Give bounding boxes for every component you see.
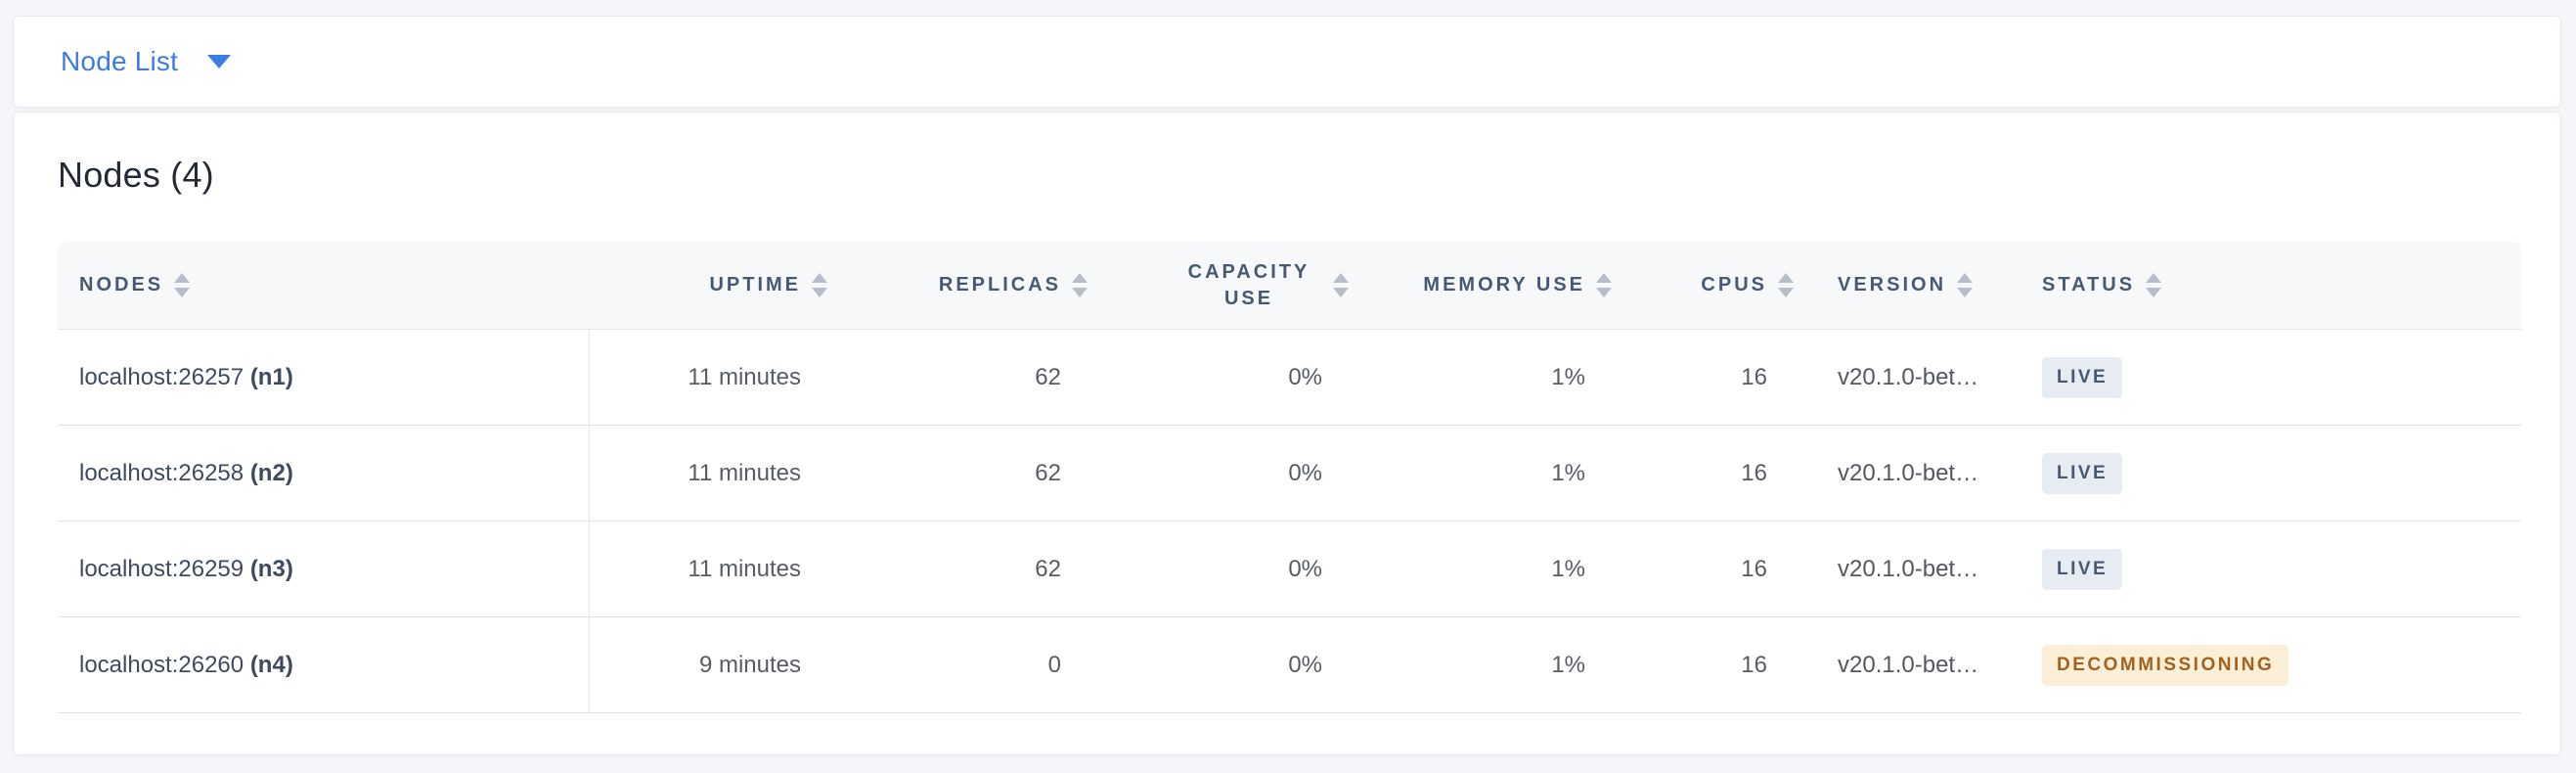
sort-icon[interactable]: [1595, 272, 1613, 298]
node-row[interactable]: localhost:26258 (n2) 11 minutes 62 0% 1%…: [58, 426, 2521, 522]
status-cell: LIVE: [2030, 426, 2521, 522]
view-select-label: Node List: [61, 46, 179, 76]
replicas-cell: 0: [840, 617, 1100, 713]
replicas-cell: 62: [840, 426, 1100, 522]
node-row[interactable]: localhost:26260 (n4) 9 minutes 0 0% 1% 1…: [58, 617, 2521, 713]
column-header-version[interactable]: VERSION: [1806, 242, 2030, 330]
column-label: REPLICAS: [938, 274, 1061, 296]
caret-down-icon: [207, 55, 232, 68]
node-address-cell: localhost:26258 (n2): [58, 426, 590, 522]
status-badge: DECOMMISSIONING: [2042, 644, 2289, 686]
table-header-row: NODES UPTIME REPLICAS: [58, 242, 2521, 330]
status-badge: LIVE: [2042, 356, 2123, 398]
cpus-cell: 16: [1624, 330, 1806, 426]
memory-use-cell: 1%: [1361, 617, 1624, 713]
capacity-use-cell: 0%: [1100, 426, 1361, 522]
nodes-panel: Nodes (4) NODES UPTIME: [13, 112, 2561, 755]
version-cell: v20.1.0-bet…: [1806, 426, 2030, 522]
column-header-nodes[interactable]: NODES: [58, 242, 590, 330]
uptime-cell: 9 minutes: [590, 617, 840, 713]
cpus-cell: 16: [1624, 426, 1806, 522]
version-cell: v20.1.0-bet…: [1806, 617, 2030, 713]
column-header-memory-use[interactable]: MEMORY USE: [1361, 242, 1624, 330]
replicas-cell: 62: [840, 330, 1100, 426]
sort-icon[interactable]: [1956, 272, 1974, 298]
nodes-table: NODES UPTIME REPLICAS: [58, 242, 2521, 713]
status-cell: DECOMMISSIONING: [2030, 617, 2521, 713]
column-header-cpus[interactable]: CPUS: [1624, 242, 1806, 330]
column-header-uptime[interactable]: UPTIME: [590, 242, 840, 330]
uptime-cell: 11 minutes: [590, 522, 840, 617]
column-label: CPUS: [1701, 274, 1767, 296]
node-id: (n2): [249, 459, 293, 486]
node-id: (n1): [249, 363, 293, 390]
uptime-cell: 11 minutes: [590, 330, 840, 426]
page-title: Nodes (4): [58, 155, 214, 195]
status-cell: LIVE: [2030, 522, 2521, 617]
capacity-use-cell: 0%: [1100, 330, 1361, 426]
memory-use-cell: 1%: [1361, 426, 1624, 522]
node-address: localhost:26258: [79, 459, 244, 486]
sort-icon[interactable]: [1332, 272, 1350, 298]
column-header-replicas[interactable]: REPLICAS: [840, 242, 1100, 330]
column-label: MEMORY USE: [1423, 274, 1585, 296]
node-id: (n3): [249, 555, 293, 582]
column-label: STATUS: [2042, 274, 2136, 296]
version-cell: v20.1.0-bet…: [1806, 522, 2030, 617]
capacity-use-cell: 0%: [1100, 522, 1361, 617]
status-cell: LIVE: [2030, 330, 2521, 426]
sort-icon[interactable]: [1071, 272, 1088, 298]
column-header-capacity-use[interactable]: CAPACITY USE: [1100, 242, 1361, 330]
node-address: localhost:26260: [79, 651, 244, 678]
column-label: UPTIME: [709, 274, 801, 296]
capacity-use-cell: 0%: [1100, 617, 1361, 713]
replicas-cell: 62: [840, 522, 1100, 617]
version-cell: v20.1.0-bet…: [1806, 330, 2030, 426]
node-address-cell: localhost:26260 (n4): [58, 617, 590, 713]
node-address-cell: localhost:26259 (n3): [58, 522, 590, 617]
column-label: NODES: [79, 274, 164, 296]
view-selector-bar: Node List: [13, 16, 2561, 108]
cpus-cell: 16: [1624, 522, 1806, 617]
column-header-status[interactable]: STATUS: [2030, 242, 2521, 330]
node-row[interactable]: localhost:26257 (n1) 11 minutes 62 0% 1%…: [58, 330, 2521, 426]
sort-icon[interactable]: [2145, 272, 2162, 298]
sort-icon[interactable]: [1777, 272, 1795, 298]
node-id: (n4): [249, 651, 293, 678]
memory-use-cell: 1%: [1361, 330, 1624, 426]
column-label: CAPACITY USE: [1187, 260, 1310, 309]
node-address: localhost:26259: [79, 555, 244, 582]
column-label: VERSION: [1838, 274, 1947, 296]
memory-use-cell: 1%: [1361, 522, 1624, 617]
cpus-cell: 16: [1624, 617, 1806, 713]
status-badge: LIVE: [2042, 452, 2123, 494]
sort-icon[interactable]: [173, 272, 191, 298]
view-select-dropdown[interactable]: Node List: [61, 46, 232, 77]
uptime-cell: 11 minutes: [590, 426, 840, 522]
node-address: localhost:26257: [79, 363, 244, 390]
sort-icon[interactable]: [811, 272, 828, 298]
node-row[interactable]: localhost:26259 (n3) 11 minutes 62 0% 1%…: [58, 522, 2521, 617]
status-badge: LIVE: [2042, 548, 2123, 590]
node-address-cell: localhost:26257 (n1): [58, 330, 590, 426]
